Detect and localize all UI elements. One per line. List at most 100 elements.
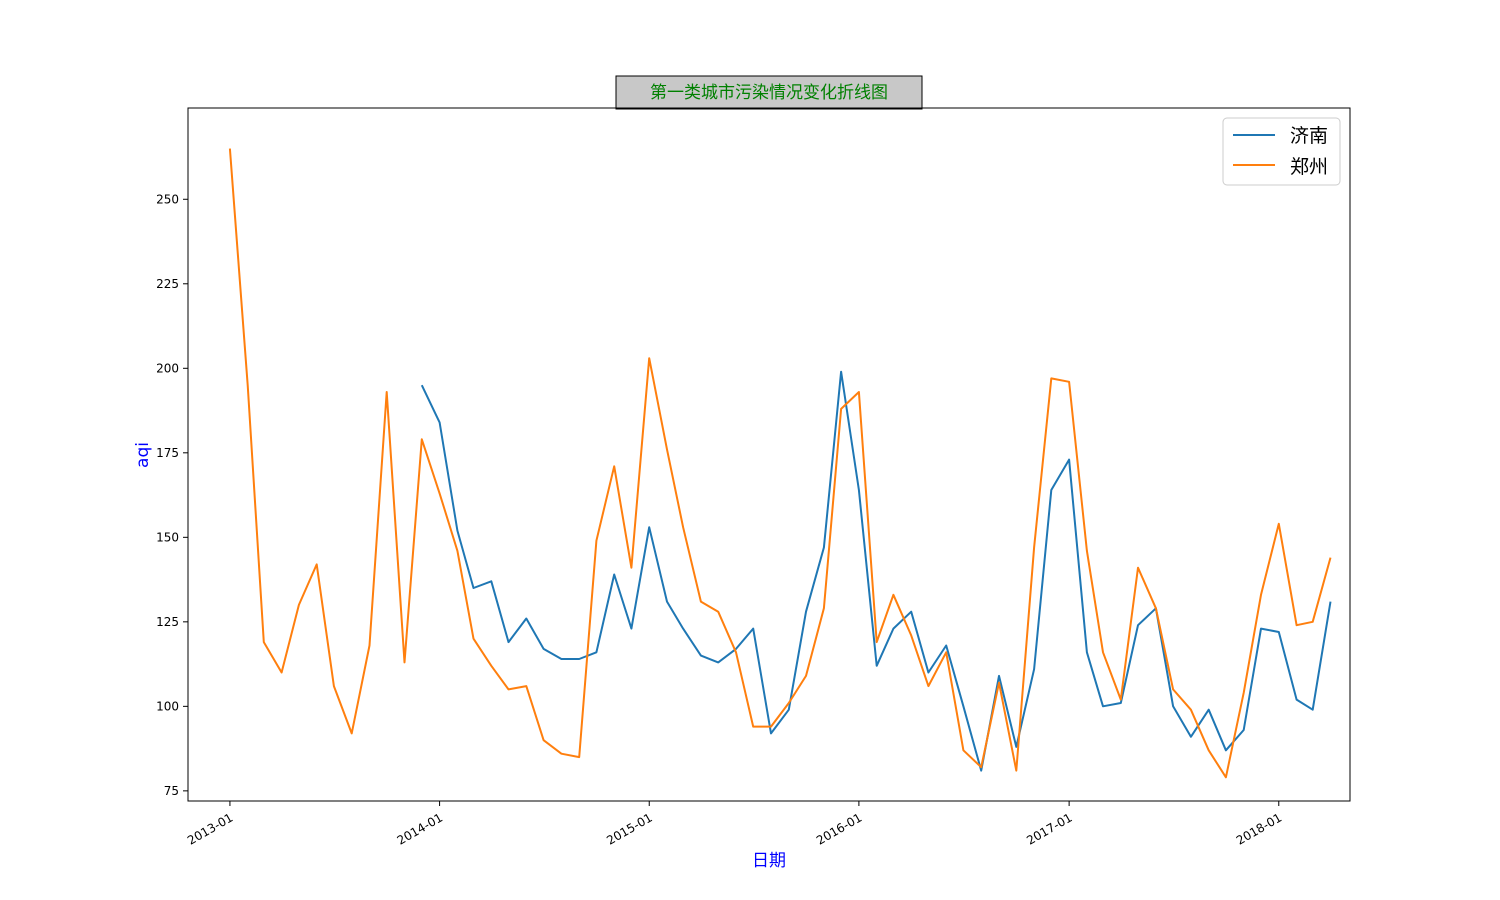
data-point [999, 682, 1000, 683]
data-point [561, 659, 562, 660]
data-point [981, 767, 982, 768]
data-point [439, 422, 440, 423]
data-point [351, 733, 352, 734]
data-point [1173, 689, 1174, 690]
data-point [893, 594, 894, 595]
data-point [1261, 628, 1262, 629]
data-point [1120, 699, 1121, 700]
data-point [911, 635, 912, 636]
data-point [876, 665, 877, 666]
data-point [753, 726, 754, 727]
data-point [386, 392, 387, 393]
data-point [893, 628, 894, 629]
y-tick-label: 125 [156, 615, 179, 629]
data-point [771, 733, 772, 734]
data-point [946, 645, 947, 646]
data-point [1069, 459, 1070, 460]
data-point [421, 385, 422, 386]
data-point [1330, 557, 1331, 558]
y-tick-label: 225 [156, 277, 179, 291]
data-point [1312, 709, 1313, 710]
data-point [1034, 669, 1035, 670]
data-point [771, 726, 772, 727]
series-line-zhengzhou [228, 148, 1332, 779]
data-point [928, 672, 929, 673]
data-point [508, 689, 509, 690]
data-point [614, 574, 615, 575]
x-axis: 2013-01 2014-01 2015-01 2016-01 2017-01 2018-… [185, 801, 1284, 848]
y-tick-label: 100 [156, 699, 179, 713]
x-tick-label: 2017-01 [1024, 810, 1074, 847]
data-point [1069, 381, 1070, 382]
data-point [753, 628, 754, 629]
data-point [404, 662, 405, 663]
data-point [1103, 706, 1104, 707]
data-point [1173, 706, 1174, 707]
data-point [457, 530, 458, 531]
data-point [963, 706, 964, 707]
x-tick-label: 2016-01 [814, 810, 864, 847]
data-point [526, 618, 527, 619]
data-point [981, 770, 982, 771]
data-point [841, 408, 842, 409]
legend-label-jinan: 济南 [1290, 125, 1328, 147]
data-point [1138, 567, 1139, 568]
data-point [579, 659, 580, 660]
data-point [281, 672, 282, 673]
data-point [858, 490, 859, 491]
x-tick-label: 2014-01 [395, 810, 445, 847]
data-point [316, 564, 317, 565]
data-point [1225, 777, 1226, 778]
data-point [649, 358, 650, 359]
data-point [1051, 378, 1052, 379]
data-point [1243, 692, 1244, 693]
data-point [1016, 746, 1017, 747]
data-point [1155, 608, 1156, 609]
data-point [667, 601, 668, 602]
data-point [718, 611, 719, 612]
data-point [543, 740, 544, 741]
data-point [631, 628, 632, 629]
data-point [247, 385, 248, 386]
data-point [683, 527, 684, 528]
data-point [667, 449, 668, 450]
data-point [806, 675, 807, 676]
data-point [1190, 736, 1191, 737]
data-point [1296, 625, 1297, 626]
data-point [1278, 523, 1279, 524]
y-axis-label: aqi [133, 442, 153, 468]
data-point [1103, 652, 1104, 653]
data-point [1086, 652, 1087, 653]
data-point [1208, 750, 1209, 751]
data-point [298, 604, 299, 605]
chart-title-box [615, 75, 923, 110]
data-point [596, 540, 597, 541]
data-point [263, 642, 264, 643]
data-point [508, 642, 509, 643]
data-point [596, 652, 597, 653]
data-point [473, 588, 474, 589]
data-point [649, 527, 650, 528]
x-tick-label: 2013-01 [185, 810, 235, 847]
data-point [614, 466, 615, 467]
chart-title: 第一类城市污染情况变化折线图 [650, 83, 888, 103]
data-point [736, 652, 737, 653]
data-point [1261, 594, 1262, 595]
data-point [841, 371, 842, 372]
data-point [1051, 490, 1052, 491]
data-point [858, 392, 859, 393]
data-point [491, 665, 492, 666]
x-tick-label: 2015-01 [604, 810, 654, 847]
data-point [491, 581, 492, 582]
data-point [1190, 709, 1191, 710]
data-point [700, 601, 701, 602]
data-point [1225, 750, 1226, 751]
data-point [876, 642, 877, 643]
data-point [1243, 730, 1244, 731]
data-point [1120, 703, 1121, 704]
data-point [788, 703, 789, 704]
data-point [823, 608, 824, 609]
y-axis: 75 100 125 150 175 200 225 250 [156, 192, 188, 798]
data-point [439, 493, 440, 494]
